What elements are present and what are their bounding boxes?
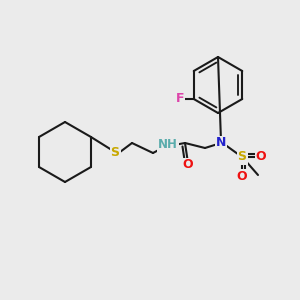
Text: O: O [256,151,266,164]
Text: F: F [176,92,184,106]
Text: S: S [110,146,119,158]
Text: S: S [238,151,247,164]
Text: NH: NH [158,139,178,152]
Text: N: N [216,136,226,149]
Text: O: O [237,169,247,182]
Text: O: O [183,158,193,172]
